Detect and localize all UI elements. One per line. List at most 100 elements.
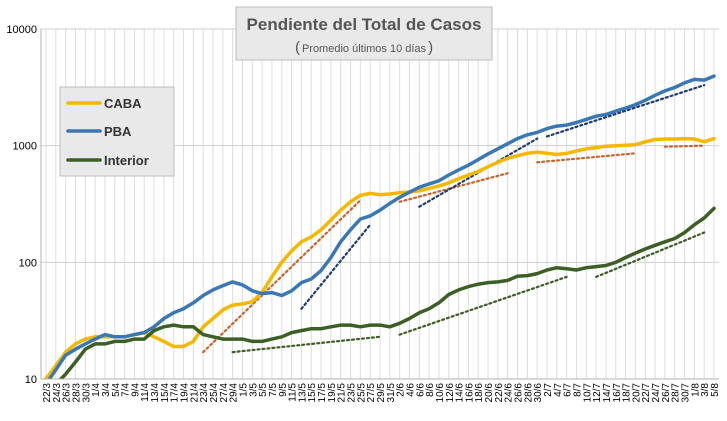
x-tick-label: 8/7 [572,383,583,397]
legend-item-interior: Interior [66,153,149,168]
series-line-interior [58,206,716,379]
x-tick-label: 10/6 [435,383,446,403]
x-tick-label: 1/4 [91,383,102,397]
x-tick-label: 16/6 [464,383,475,403]
x-tick-label: 4/6 [405,383,416,397]
x-tick-label: 19/4 [180,383,191,403]
x-tick-label: 17/4 [170,383,181,403]
x-tick-label: 28/7 [671,383,682,403]
trendline-caba [663,144,706,148]
y-tick-label: 10000 [6,24,37,36]
trendline-caba [202,199,362,354]
x-tick-label: 27/5 [366,383,377,403]
legend-label-interior: Interior [104,153,149,168]
chart-subtitle: Promedio últimos 10 días [302,43,427,55]
x-tick-label: 27/4 [219,383,230,403]
x-tick-label: 21/4 [189,383,200,403]
trendline-interior [595,231,706,279]
x-tick-label: 14/6 [455,383,466,403]
x-tick-label: 22/3 [42,383,53,403]
x-tick-label: 20/7 [631,383,642,403]
x-tick-label: 23/5 [347,383,358,403]
x-tick-label: 30/7 [681,383,692,403]
x-tick-label: 2/6 [396,383,407,397]
x-tick-label: 5/4 [111,383,122,397]
x-tick-label: 7/5 [268,383,279,397]
x-tick-label: 25/4 [209,383,220,403]
x-tick-label: 8/6 [425,383,436,397]
x-tick-label: 3/4 [101,383,112,397]
x-tick-label: 28/6 [523,383,534,403]
x-tick-label: 5/5 [258,383,269,397]
legend-label-pba: PBA [104,124,132,139]
legend-item-caba: CABA [66,96,142,111]
x-tick-label: 9/5 [278,383,289,397]
x-tick-label: 6/7 [563,383,574,397]
x-tick-label: 29/5 [376,383,387,403]
x-tick-label: 24/6 [504,383,515,403]
x-tick-label: 28/3 [71,383,82,403]
x-tick-label: 30/6 [533,383,544,403]
trendline-interior [231,335,382,354]
x-tick-label: 7/4 [121,383,132,397]
x-tick-label: 15/4 [160,383,171,403]
x-tick-label: 22/7 [641,383,652,403]
x-tick-label: 26/7 [661,383,672,403]
x-tick-label: 1/5 [238,383,249,397]
x-tick-label: 18/6 [474,383,485,403]
x-tick-label: 4/7 [553,383,564,397]
x-tick-label: 22/6 [494,383,505,403]
series-line-caba [44,136,716,379]
title-box-background [235,6,493,61]
x-tick-label: 9/4 [130,383,141,397]
x-tick-label: 16/7 [612,383,623,403]
x-tick-label: 30/3 [81,383,92,403]
series-line-pba [47,74,716,379]
x-tick-label: 11/5 [288,383,299,402]
x-tick-label: 12/6 [445,383,456,403]
trendline-caba [536,152,637,164]
y-tick-label: 1000 [13,141,37,153]
chart-subtitle-line: (Promedio últimos 10 días) [295,39,433,56]
x-tick-label: 18/7 [622,383,633,403]
x-tick-label: 24/3 [52,383,63,403]
x-tick-label: 19/5 [327,383,338,403]
legend: CABA PBA Interior [59,86,175,177]
trendline-interior [398,275,568,336]
x-tick-label: 29/4 [229,383,240,403]
x-tick-label: 31/5 [386,383,397,403]
x-tick-label: 21/5 [337,383,348,403]
x-tick-label: 17/5 [317,383,328,403]
trendline-pba [545,84,706,138]
title-box: Pendiente del Total de Casos (Promedio ú… [235,6,493,61]
x-tick-label: 25/5 [356,383,367,403]
trendline-pba [300,223,372,310]
x-tick-label: 12/7 [592,383,603,403]
x-tick-label: 2/7 [543,383,554,397]
x-tick-label: 20/6 [484,383,495,403]
trendline-layer [202,84,706,354]
subtitle-close-paren: ) [428,39,433,56]
x-tick-label: 5/8 [710,383,721,397]
x-tick-label: 3/5 [248,383,259,397]
x-tick-label: 10/7 [582,383,593,403]
x-tick-label: 24/7 [651,383,662,403]
legend-label-caba: CABA [104,96,142,111]
x-tick-label: 26/3 [62,383,73,403]
x-tick-label: 3/8 [700,383,711,397]
x-tick-label: 11/4 [140,383,151,402]
y-tick-label: 100 [19,257,37,269]
subtitle-open-paren: ( [295,39,300,56]
axis-layer: 10 100 1000 10000 22/324/326/328/330/31/43/4… [6,24,721,402]
series-layer [44,74,716,379]
chart-title: Pendiente del Total de Casos [247,15,482,34]
y-tick-label: 10 [25,374,37,386]
x-tick-label: 26/6 [514,383,525,403]
x-tick-label: 1/8 [690,383,701,397]
x-tick-label: 23/4 [199,383,210,403]
x-tick-label: 13/5 [297,383,308,403]
x-tick-label: 6/6 [415,383,426,397]
x-tick-label: 15/5 [307,383,318,403]
